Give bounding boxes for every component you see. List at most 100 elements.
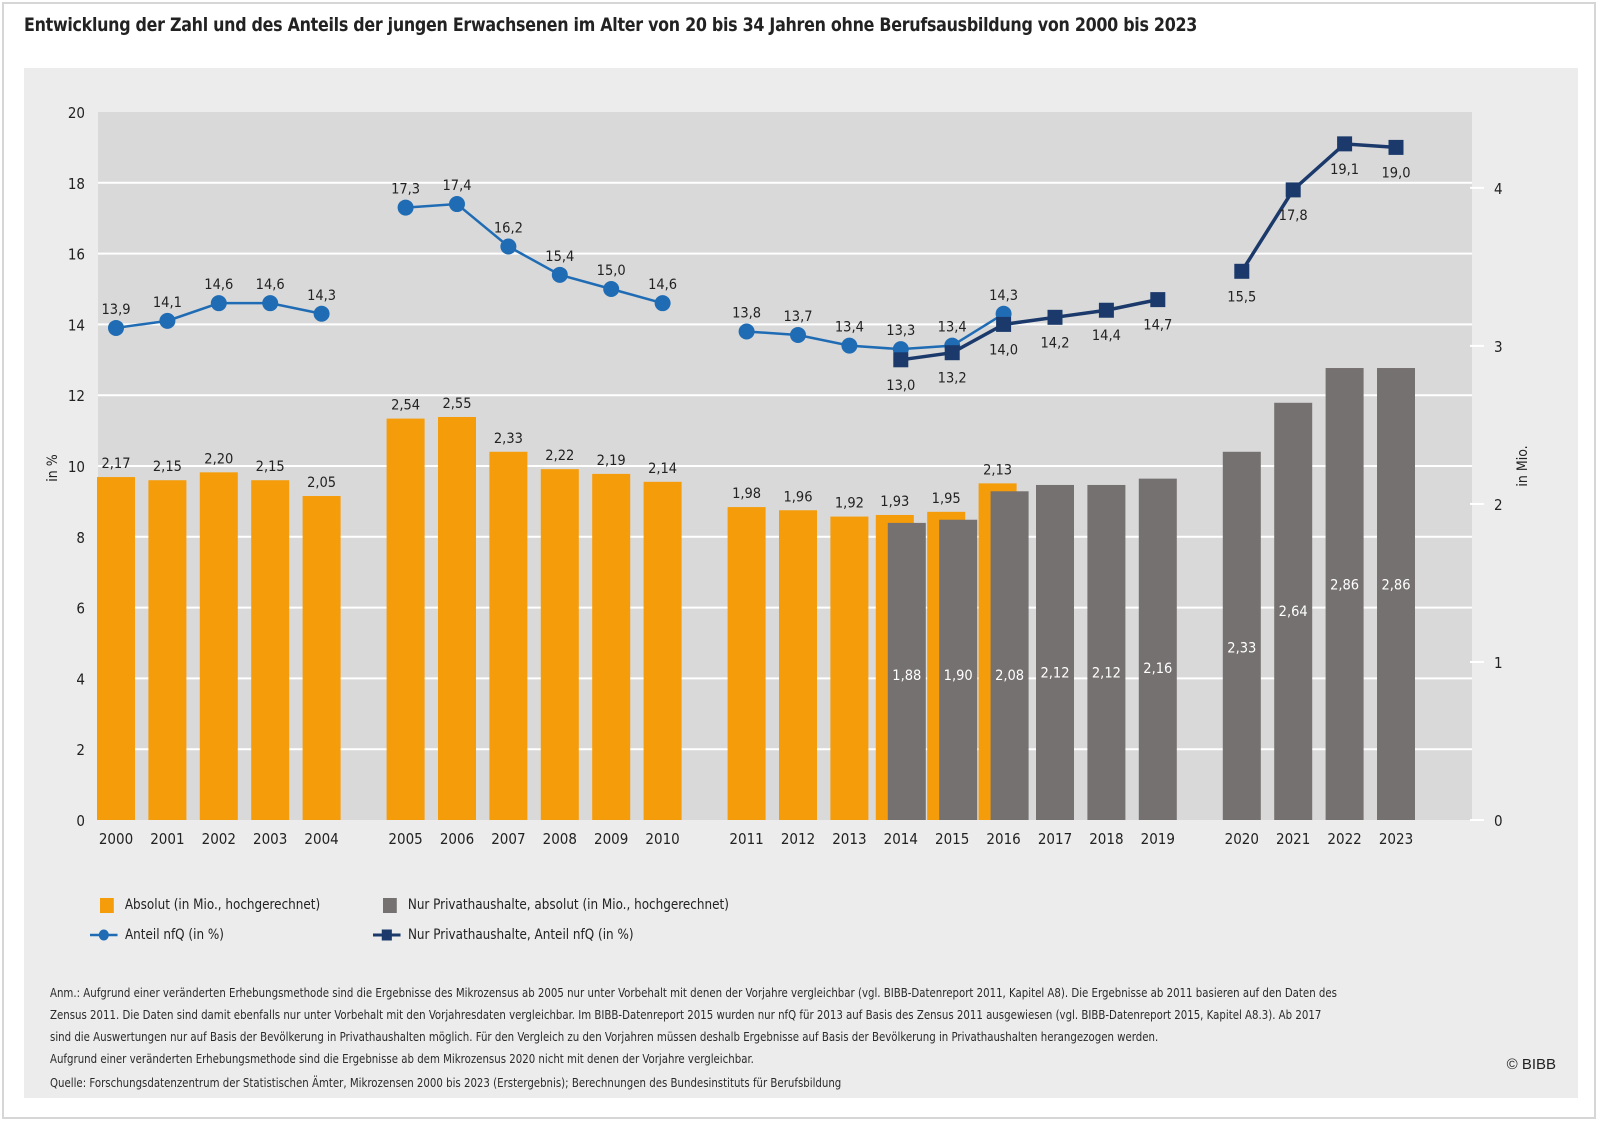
x-tick-label: 2019 — [1141, 830, 1175, 848]
x-tick-label: 2006 — [440, 830, 474, 848]
bar-privat-absolut — [939, 519, 978, 820]
bar-absolut — [199, 472, 238, 820]
line-marker-circle — [500, 238, 517, 255]
legend-label-absolut: Absolut (in Mio., hochgerechnet) — [124, 897, 321, 913]
line-data-label: 14,2 — [1040, 335, 1069, 351]
bar-label-absolut: 1,96 — [783, 489, 812, 505]
y-tick-label-right: 4 — [1494, 180, 1503, 198]
y-tick-label-left: 20 — [68, 104, 85, 122]
series-line — [900, 297, 1159, 362]
line-marker-square — [1098, 302, 1114, 318]
x-tick-label: 2022 — [1327, 830, 1361, 848]
line-marker-circle — [654, 295, 671, 312]
source-line: Quelle: Forschungsdatenzentrum der Stati… — [50, 1075, 842, 1090]
line-data-label: 17,8 — [1279, 208, 1308, 224]
y-axis-right: 0 1 2 3 4 — [1470, 180, 1503, 830]
line-data-label: 16,2 — [494, 221, 523, 237]
x-tick-label: 2000 — [99, 830, 133, 848]
x-tick-label: 2003 — [253, 830, 287, 848]
x-axis: 2000 2001 2002 2003 2004 2005 2006 2007 2008 2009… — [99, 830, 1413, 848]
footnotes: Anm.: Aufgrund einer veränderten Erhebun… — [50, 982, 1400, 1094]
bar-label-privat-absolut: 2,86 — [1330, 578, 1359, 594]
bar-label-absolut: 2,33 — [494, 431, 523, 447]
line-data-label: 13,8 — [732, 305, 761, 321]
x-tick-label: 2018 — [1089, 830, 1123, 848]
bar-absolut — [438, 417, 476, 820]
line-marker-square — [1388, 139, 1404, 155]
y-tick-label-left: 0 — [76, 812, 85, 830]
series-line — [746, 312, 1005, 351]
x-tick-label: 2013 — [832, 830, 866, 848]
y-tick-label-left: 2 — [76, 741, 85, 759]
x-tick-label: 2008 — [543, 830, 577, 848]
bar-label-absolut: 1,98 — [732, 486, 761, 502]
y-tick-label-left: 10 — [68, 458, 85, 476]
x-tick-label: 2016 — [986, 830, 1020, 848]
footnote-line: Aufgrund einer veränderten Erhebungsmeth… — [50, 1051, 754, 1066]
x-tick-label: 2020 — [1225, 830, 1259, 848]
legend-swatch-privat-absolut — [383, 897, 397, 913]
line-marker-circle — [449, 196, 465, 213]
line-data-label: 14,7 — [1143, 318, 1172, 334]
line-data-label: 15,4 — [545, 249, 574, 265]
line-data-label: 15,5 — [1227, 289, 1256, 305]
bar-label-privat-absolut: 2,08 — [995, 668, 1024, 684]
x-tick-label: 2017 — [1038, 830, 1072, 848]
line-marker-square — [1285, 182, 1301, 198]
bar-privat-absolut — [1377, 368, 1415, 820]
line-data-label: 14,1 — [153, 295, 182, 311]
line-marker-circle — [397, 199, 414, 216]
x-tick-label: 2012 — [781, 830, 815, 848]
copyright: © BIBB — [1506, 1056, 1556, 1073]
x-tick-label: 2010 — [645, 830, 679, 848]
line-marker-square — [1337, 136, 1353, 152]
line-marker-circle — [159, 312, 176, 329]
bar-privat-absolut — [1087, 484, 1126, 820]
bar-label-absolut: 2,13 — [983, 462, 1012, 478]
line-marker-circle — [603, 281, 620, 297]
bar-absolut — [251, 480, 290, 820]
y-tick-label-right: 3 — [1494, 338, 1503, 356]
line-marker-circle — [313, 305, 330, 322]
bar-label-privat-absolut: 2,33 — [1227, 641, 1256, 657]
legend-label-privat-absolut: Nur Privathaushalte, absolut (in Mio., h… — [407, 897, 729, 913]
footnote-line: sind die Auswertungen nur auf Basis der … — [50, 1029, 1159, 1044]
bar-label-privat-absolut: 1,90 — [944, 668, 973, 684]
bar-label-absolut: 2,14 — [648, 461, 677, 477]
bar-absolut — [148, 480, 187, 820]
bar-label-absolut: 2,05 — [307, 475, 336, 491]
y-tick-label-left: 4 — [76, 670, 85, 688]
y-tick-label-left: 14 — [68, 316, 85, 334]
line-marker-square — [893, 352, 909, 368]
bar-privat-absolut — [887, 522, 926, 820]
legend-line-circle-icon — [90, 929, 118, 941]
x-tick-label: 2011 — [729, 830, 763, 848]
footnote-line: Anm.: Aufgrund einer veränderten Erhebun… — [50, 985, 1337, 1000]
line-data-label: 19,0 — [1381, 165, 1410, 181]
bar-absolut — [97, 477, 135, 820]
line-data-label: 13,3 — [886, 323, 915, 339]
legend-label-anteil: Anteil nfQ (in %) — [124, 927, 224, 943]
line-data-label: 14,6 — [648, 277, 677, 293]
bar-absolut — [779, 510, 817, 820]
line-data-label: 13,2 — [938, 371, 967, 387]
bar-label-privat-absolut: 2,16 — [1143, 661, 1172, 677]
line-data-label: 13,4 — [835, 320, 864, 336]
y-tick-label-left: 18 — [68, 175, 85, 193]
y-axis-label-left: in % — [45, 454, 61, 481]
bar-label-privat-absolut: 2,86 — [1381, 578, 1410, 594]
bar-absolut — [489, 451, 528, 820]
bar-label-absolut: 2,22 — [545, 448, 574, 464]
y-tick-label-left: 16 — [68, 246, 85, 264]
line-data-label: 15,0 — [597, 263, 626, 279]
bar-label-absolut: 2,15 — [256, 459, 285, 475]
bar-privat-absolut — [1274, 402, 1313, 820]
x-tick-label: 2001 — [150, 830, 184, 848]
x-tick-label: 2014 — [884, 830, 918, 848]
y-tick-label-right: 0 — [1494, 812, 1503, 830]
line-marker-circle — [262, 295, 279, 312]
line-data-label: 13,9 — [101, 302, 130, 318]
bar-label-privat-absolut: 2,12 — [1092, 666, 1121, 682]
line-data-label: 13,4 — [938, 320, 967, 336]
line-data-label: 13,7 — [783, 309, 812, 325]
